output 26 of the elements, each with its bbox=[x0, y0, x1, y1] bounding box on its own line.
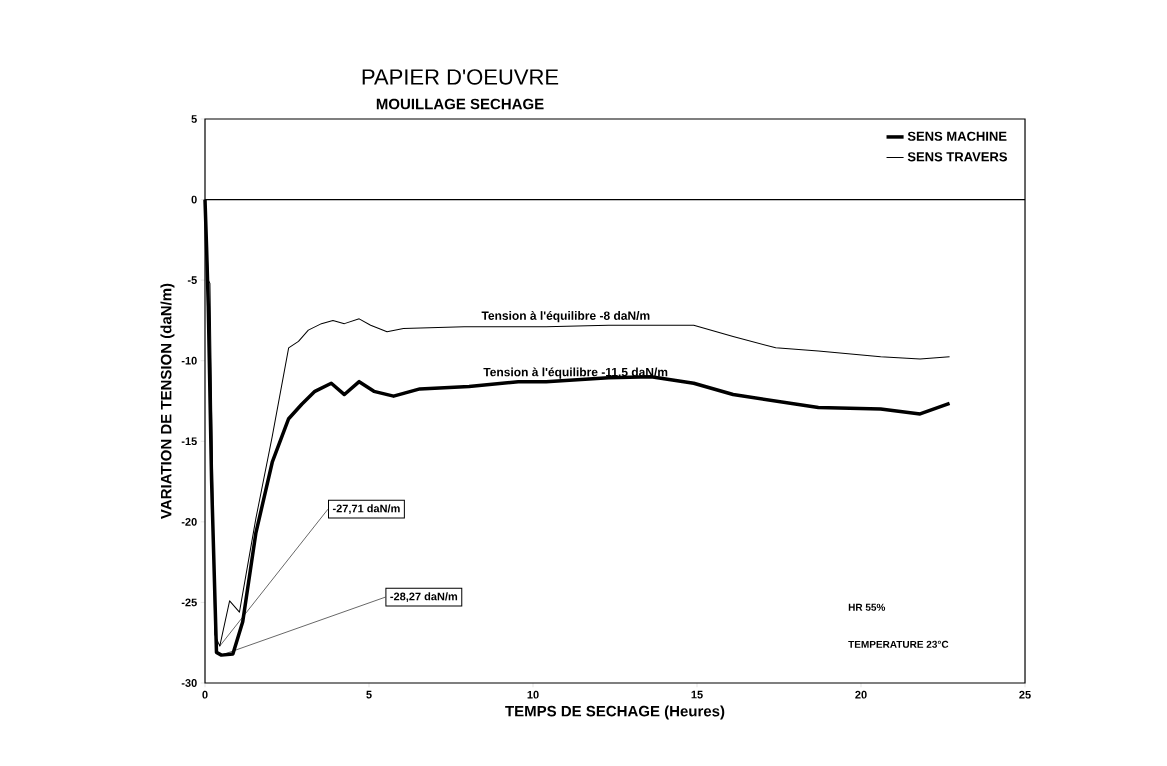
annotation: -27,71 daN/m bbox=[332, 504, 400, 514]
x-axis-title: TEMPS DE SECHAGE (Heures) bbox=[505, 705, 725, 720]
annotation: TEMPERATURE 23°C bbox=[848, 640, 949, 648]
y-axis-title: VARIATION DE TENSION (daN/m) bbox=[160, 283, 175, 519]
annotation: Tension à l'équilibre -8 daN/m bbox=[481, 311, 650, 323]
legend-label: SENS MACHINE bbox=[907, 131, 1007, 141]
y-tick-label: -20 bbox=[181, 517, 197, 526]
y-tick-label: -15 bbox=[181, 437, 197, 446]
x-tick-label: 10 bbox=[527, 690, 539, 699]
x-tick-label: 25 bbox=[1019, 690, 1031, 699]
y-tick-label: -5 bbox=[187, 276, 197, 284]
y-tick-label: -10 bbox=[181, 356, 197, 365]
legend-label: SENS TRAVERS bbox=[907, 152, 1008, 162]
chart-title: PAPIER D'OEUVRE bbox=[362, 69, 559, 85]
y-tick-label: 0 bbox=[191, 195, 197, 204]
annotation: HR 55% bbox=[848, 603, 886, 611]
x-tick-label: 0 bbox=[202, 690, 208, 699]
y-tick-label: -25 bbox=[181, 598, 197, 607]
annotation: -28,27 daN/m bbox=[390, 592, 458, 602]
x-tick-label: 15 bbox=[691, 690, 703, 699]
y-tick-label: 5 bbox=[191, 115, 197, 123]
chart-subtitle: MOUILLAGE SECHAGE bbox=[376, 98, 544, 110]
x-tick-label: 5 bbox=[366, 690, 372, 699]
y-tick-label: -30 bbox=[181, 679, 197, 687]
x-tick-label: 20 bbox=[855, 690, 867, 699]
annotation: Tension à l'équilibre -11,5 daN/m bbox=[483, 367, 668, 379]
